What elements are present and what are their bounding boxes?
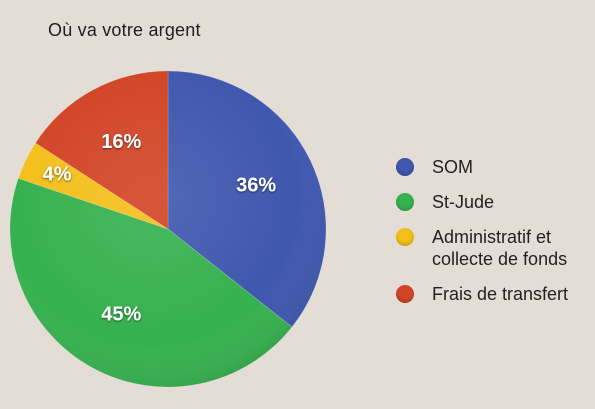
- legend: SOM St-Jude Administratif et collecte de…: [396, 156, 591, 318]
- legend-label-st-jude: St-Jude: [432, 192, 495, 212]
- legend-item-som: SOM: [396, 156, 591, 178]
- legend-label-administratif: Administratif et collecte de fonds: [432, 227, 568, 269]
- slice-label-som: 36%: [236, 175, 276, 197]
- legend-swatch-frais-de-transfert: [396, 285, 414, 303]
- chart-title: Où va votre argent: [48, 20, 201, 40]
- legend-label-som: SOM: [432, 157, 474, 177]
- legend-label-frais-de-transfert: Frais de transfert: [432, 284, 569, 304]
- pie-slices: [9, 70, 327, 388]
- legend-item-frais-de-transfert: Frais de transfert: [396, 283, 591, 305]
- slice-label-frais-de-transfert: 16%: [101, 131, 141, 153]
- legend-swatch-st-jude: [396, 193, 414, 211]
- legend-item-administratif: Administratif et collecte de fonds: [396, 226, 591, 270]
- slice-label-administratif: 4%: [43, 164, 72, 186]
- legend-swatch-som: [396, 158, 414, 176]
- pie-slice-labels: 36% 45% 4% 16%: [43, 131, 277, 325]
- legend-item-st-jude: St-Jude: [396, 191, 591, 213]
- legend-swatch-administratif: [396, 228, 414, 246]
- slice-label-st-jude: 45%: [101, 303, 141, 325]
